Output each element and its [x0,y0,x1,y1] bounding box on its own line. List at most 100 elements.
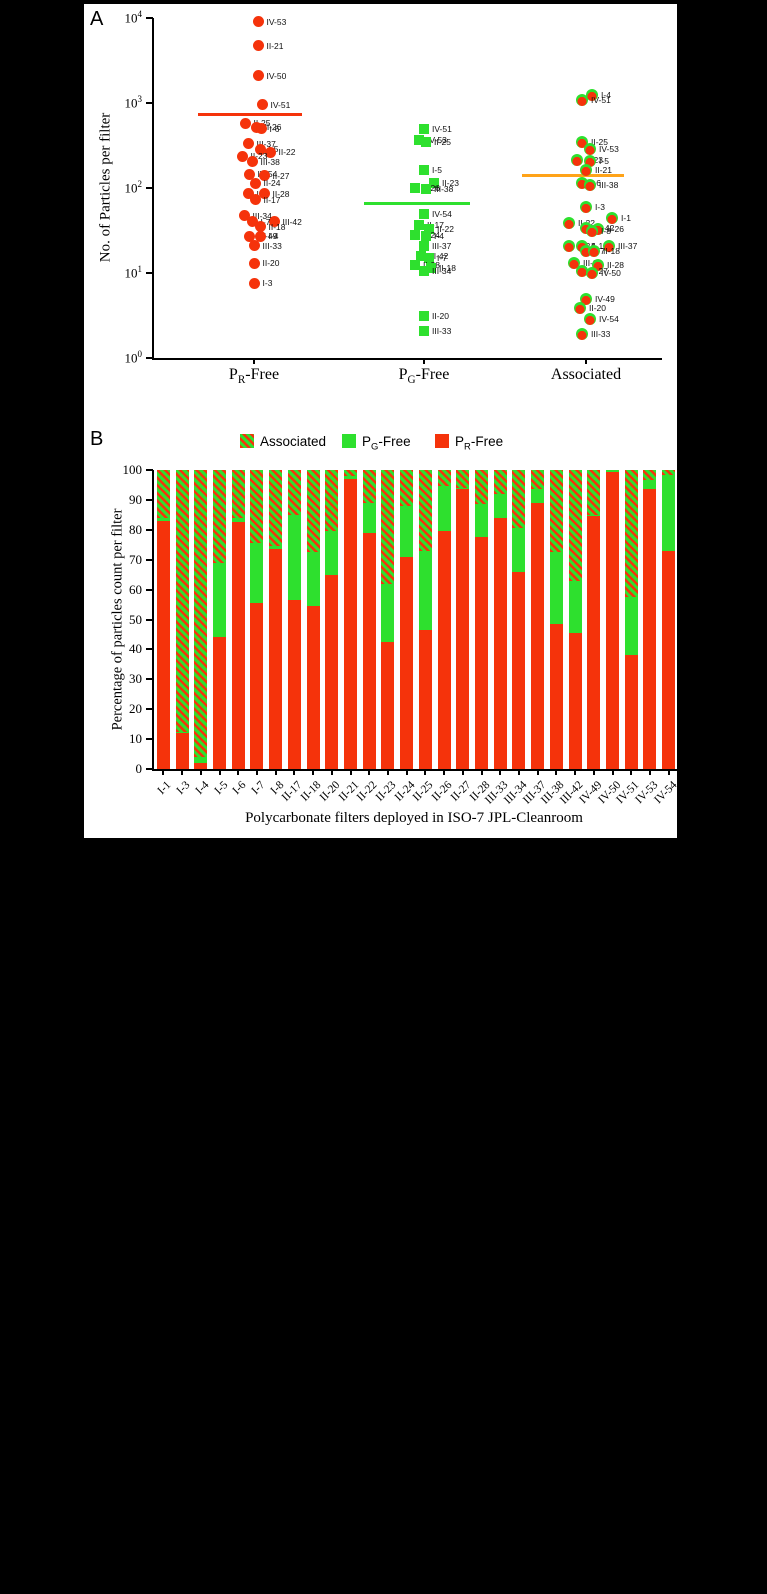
bar-segment-solid-red [344,478,357,769]
red-circle-marker [249,194,261,206]
green-red-circle-marker [586,267,598,279]
panel-b-y-tick [146,528,153,531]
green-red-circle-marker [580,163,592,176]
panel-b-y-tick [146,618,153,621]
green-red-circle-marker [586,88,598,101]
green-square-marker [424,223,434,234]
panel-b-y-tick-label: 30 [129,671,142,687]
stacked-bar [306,470,320,769]
panel-a-y-tick-label: 102 [124,179,143,196]
stacked-bar [213,470,226,769]
bar-segment-solid-green [175,731,189,734]
panel-b-y-tick [146,678,153,681]
bar-segment-solid-green [643,480,657,490]
legend-swatch-solid-red [435,434,449,448]
red-circle-marker [248,240,260,252]
point-label: III-38 [599,180,619,191]
stacked-bar [549,470,563,769]
stacked-bar [531,470,545,769]
panel-b-y-tick [146,558,153,561]
panel-b-y-tick [146,738,153,741]
panel-b-y-tick-label: 40 [129,641,142,657]
green-red-circle-marker [576,265,588,278]
bar-segment-solid-red [325,574,339,769]
stacked-bar [156,470,170,769]
point-label: I-5 [432,164,442,175]
green-square-marker [419,325,429,336]
green-red-circle-marker [584,154,596,167]
point-label: II-27 [272,170,290,181]
green-square-marker [410,259,420,270]
panel-b-x-tick [386,769,389,775]
point-label: I-6 [269,123,280,134]
panel-a-plot-area: 100 101 102 103 104 PR-Free IV-53 II-21 IV-50 IV-… [125,9,662,386]
green-red-circle-marker [576,328,588,341]
panel-b-y-tick-label: 60 [129,581,142,597]
point-label: IV-49 [257,231,278,242]
bar-segment-hatch [493,470,507,494]
green-square-marker [419,209,429,220]
panel-b-y-tick-label: 20 [129,701,142,717]
green-red-circle-marker [576,94,588,107]
red-circle-marker [248,277,260,289]
green-red-circle-marker [563,239,575,252]
point-label: II-24 [263,178,281,189]
point-label: II-25 [434,137,452,148]
point-label: II-26 [423,183,441,193]
green-square-marker [419,266,429,277]
bar-segment-solid-green [624,597,638,656]
panel-b-x-tick [536,769,539,775]
red-circle-marker [243,230,255,242]
stacked-bar [437,470,451,769]
panel-b-y-tick-label: 100 [122,462,143,477]
green-red-circle-marker [584,179,596,192]
green-red-circle-marker [603,239,615,252]
panel-b-y-tick [146,768,153,770]
panel-b-x-tick [255,769,258,775]
bar-segment-solid-green [587,514,601,517]
panel-b-x-tick [630,769,633,775]
red-circle-marker [256,99,268,111]
green-red-circle-marker [563,216,575,229]
red-circle-marker [248,257,260,269]
bar-segment-solid-red [662,550,676,769]
point-label: IV-51 [432,123,452,134]
point-label: III-33 [591,329,611,340]
panel-a-y-tick-label: 101 [124,264,143,281]
bar-segment-solid-green [381,583,395,642]
red-circle-marker [254,221,266,233]
bar-segment-solid-red [306,606,320,769]
panel-b-x-tick [330,769,333,775]
bar-segment-hatch [194,470,208,758]
panel-b-x-tick [405,769,408,775]
panel-b-x-tick [517,769,520,775]
point-label: I-5 [599,155,609,166]
bar-segment-solid-red [287,600,301,769]
point-label: II-20 [589,302,607,313]
point-label: II-17 [263,194,281,205]
point-label: III-33 [262,240,282,251]
point-label: II-23 [442,177,460,188]
bar-segment-hatch [344,470,357,476]
red-circle-marker [264,146,276,158]
point-label: IV-54 [432,209,452,220]
red-circle-marker [258,170,270,182]
red-circle-marker [243,168,255,180]
panel-b-y-tick-label: 70 [129,551,142,567]
point-label: II-18 [603,246,621,257]
panel-b-x-tick [648,769,651,775]
point-label: IV-53 [427,134,447,145]
point-label: I-4 [434,231,444,242]
point-label: II-20 [262,258,280,269]
green-square-marker [414,134,424,145]
legend-label: PG-Free [362,434,411,453]
point-label: II-24 [423,229,441,240]
bar-segment-hatch [418,470,432,551]
point-label: III-34 [252,210,272,221]
green-square-marker [429,177,439,188]
point-label: III-33 [432,325,452,336]
bar-segment-hatch [156,470,170,518]
panel-b-y-tick [146,498,153,501]
point-label: II-23 [250,151,268,162]
bar-segment-solid-green [606,470,619,472]
